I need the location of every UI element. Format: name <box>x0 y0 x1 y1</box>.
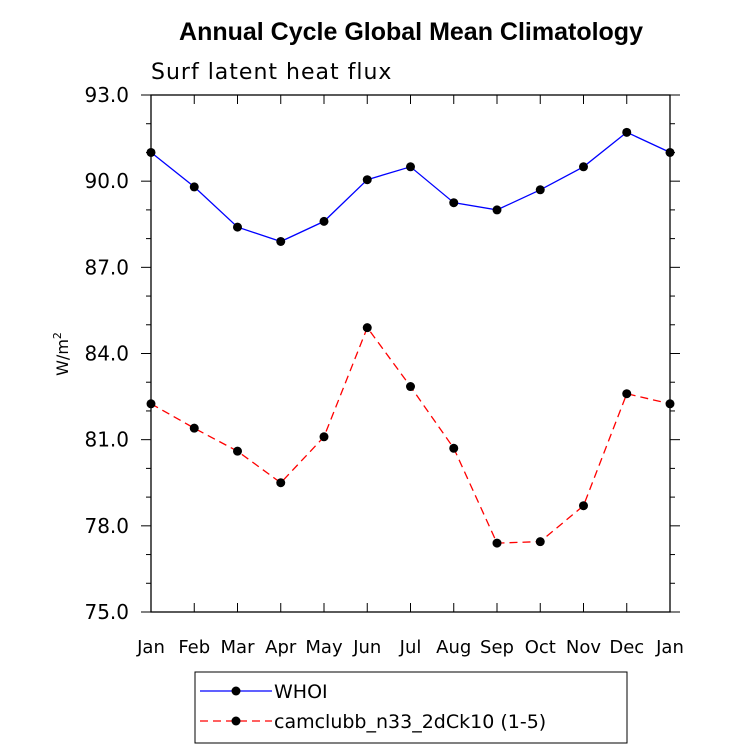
series-0-point <box>233 222 242 232</box>
legend: WHOI camclubb_n33_2dCk10 (1-5) <box>194 671 628 744</box>
series-1-point <box>189 423 199 433</box>
chart-title: Annual Cycle Global Mean Climatology <box>179 18 643 46</box>
y-axis-label-superscript: 2 <box>51 332 64 339</box>
legend-marker-whoi <box>231 686 241 696</box>
y-tick-label: 90.0 <box>84 169 129 193</box>
series-1-point <box>492 538 502 548</box>
series-0-point <box>665 147 675 157</box>
series-line-1 <box>150 326 671 544</box>
series-1-point <box>449 443 459 453</box>
series-1-point <box>535 537 545 547</box>
series-1-point <box>362 323 372 333</box>
series-0-point <box>362 175 372 185</box>
y-tick-label: 81.0 <box>84 428 129 452</box>
series-0-point <box>492 205 502 215</box>
y-tick-label: 78.0 <box>84 514 129 538</box>
y-tick-label: 75.0 <box>84 600 129 624</box>
series-0-point <box>319 216 329 226</box>
x-tick-label: Apr <box>265 637 297 658</box>
legend-box <box>194 671 628 744</box>
series-1-point <box>579 501 588 511</box>
series-0-point <box>622 127 632 137</box>
x-tick-label: Feb <box>178 637 210 658</box>
x-tick-label: Jun <box>352 637 381 658</box>
chart-subtitle: Surf latent heat flux <box>151 60 392 85</box>
series-0-point <box>449 198 459 208</box>
series-1-point <box>319 432 329 442</box>
series-line-0 <box>150 131 671 243</box>
y-axis-label-text: W/m <box>53 339 72 376</box>
axes: Jan Feb Mar Apr May Jun Jul Aug Sep Oct Nov Dec Jan 7… <box>84 83 683 658</box>
plot-frame <box>150 94 671 613</box>
series-1-point <box>406 382 415 392</box>
series-0-point <box>579 162 588 172</box>
x-tick-label: Nov <box>566 637 601 658</box>
legend-label-whoi: WHOI <box>274 681 328 703</box>
x-tick-label: Sep <box>480 637 514 658</box>
series-1-point <box>146 399 156 409</box>
x-tick-label: Jan <box>655 637 684 658</box>
series-0-point <box>146 147 156 157</box>
x-tick-label: Oct <box>525 637 556 658</box>
x-tick-label: Jan <box>136 637 165 658</box>
svg-text:W/m2: W/m2 <box>51 332 72 376</box>
y-tick-label: 84.0 <box>84 342 129 366</box>
series-0-point <box>406 162 415 172</box>
y-tick-label: 93.0 <box>84 83 129 107</box>
series-0-point <box>535 185 545 195</box>
series-1-point <box>276 478 286 488</box>
legend-marker-cam <box>231 716 241 726</box>
x-tick-label: Dec <box>609 637 644 658</box>
x-tick-label: May <box>305 637 343 658</box>
series-1-point <box>665 399 675 409</box>
series-0-point <box>276 236 286 246</box>
y-tick-label: 87.0 <box>84 255 129 279</box>
series-1-point <box>622 389 632 399</box>
legend-label-cam: camclubb_n33_2dCk10 (1-5) <box>274 711 546 733</box>
x-tick-label: Aug <box>436 637 471 658</box>
series-0-point <box>189 182 199 192</box>
x-tick-label: Mar <box>221 637 256 658</box>
x-tick-label: Jul <box>399 637 422 658</box>
series-1-point <box>233 446 242 456</box>
series-layer <box>146 127 675 548</box>
y-axis-label: W/m2 <box>51 332 72 376</box>
